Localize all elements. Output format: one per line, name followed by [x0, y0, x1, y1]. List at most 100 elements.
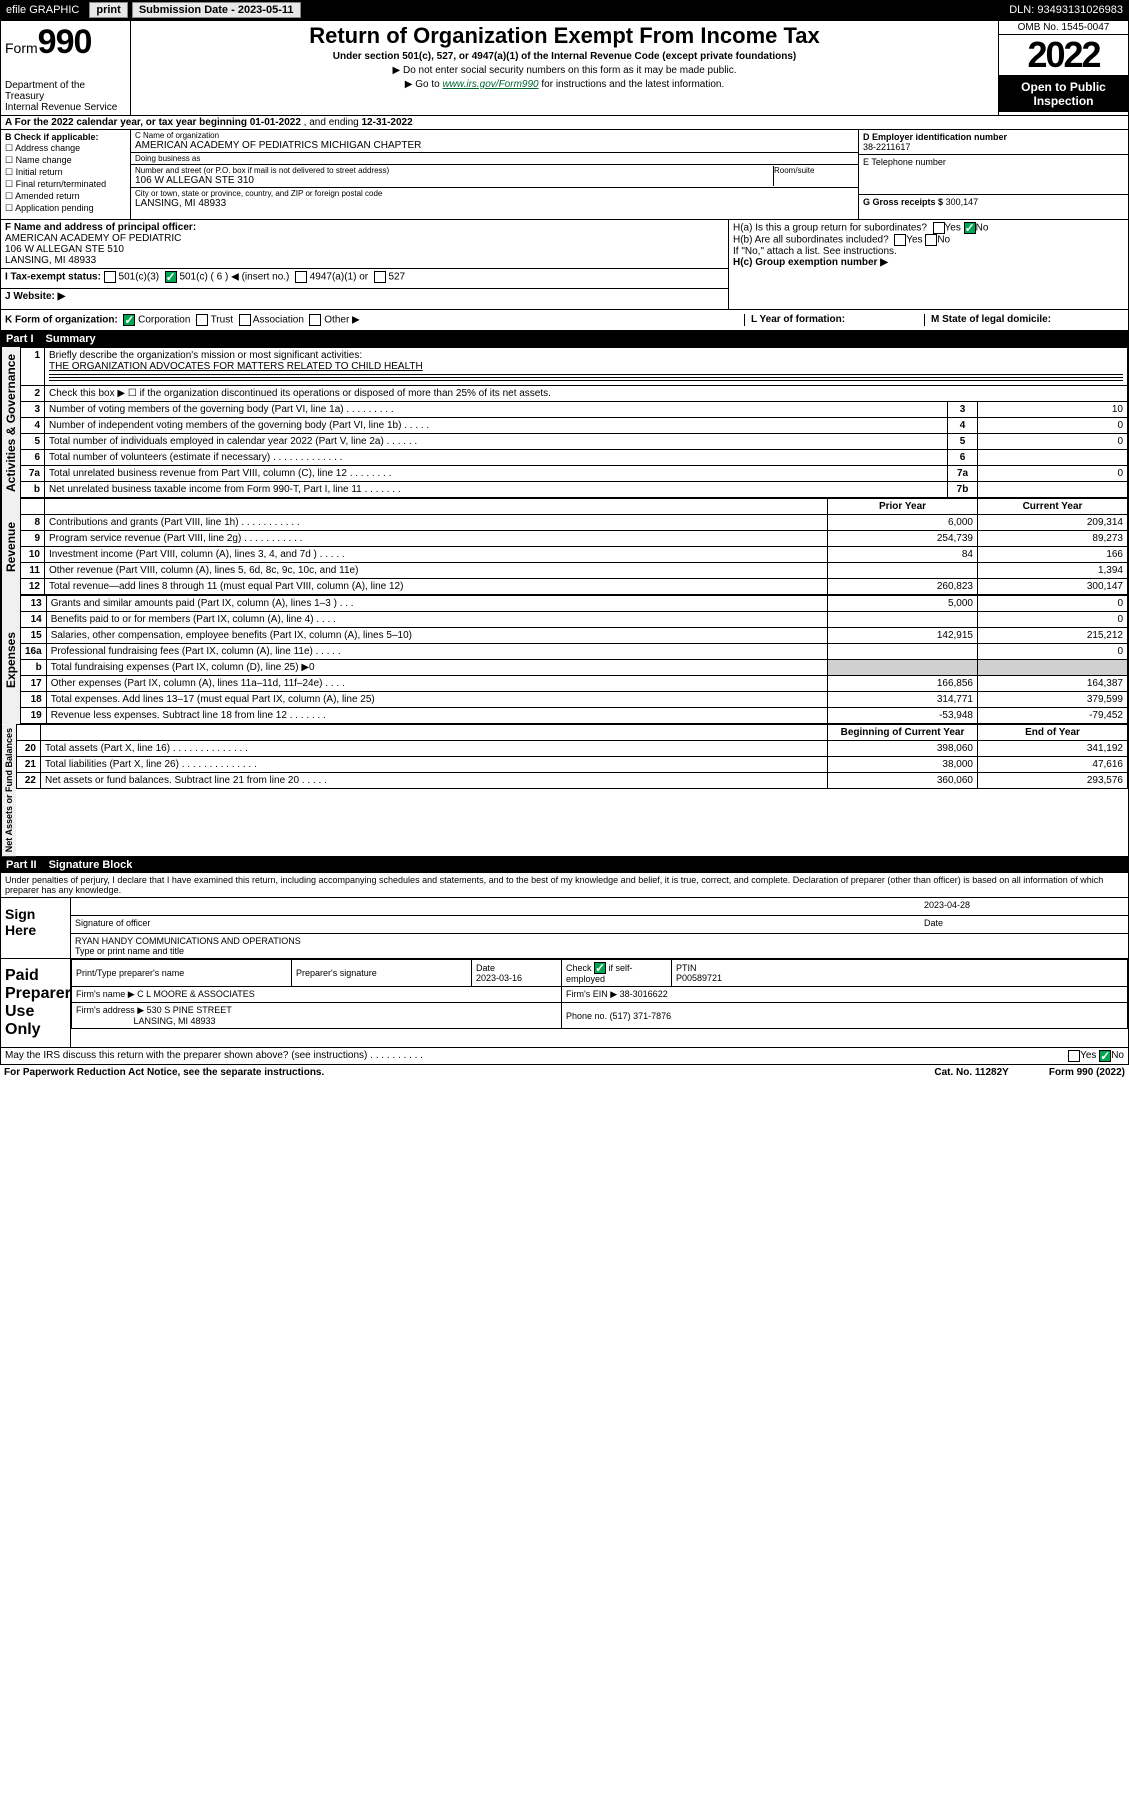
- table-row: 7aTotal unrelated business revenue from …: [21, 466, 1128, 482]
- chk-app-pending[interactable]: ☐ Application pending: [5, 203, 126, 214]
- expenses-label: Expenses: [1, 595, 20, 724]
- table-row: 9Program service revenue (Part VIII, lin…: [21, 531, 1128, 547]
- officer-city: LANSING, MI 48933: [5, 255, 96, 266]
- part2-header: Part II Signature Block: [0, 857, 1129, 873]
- gross-label: G Gross receipts $: [863, 197, 943, 207]
- col-end: End of Year: [978, 725, 1128, 741]
- chk-527[interactable]: [374, 271, 386, 283]
- chk-hb-no[interactable]: [925, 234, 937, 246]
- submission-date-button[interactable]: Submission Date - 2023-05-11: [132, 2, 301, 18]
- prep-date: 2023-03-16: [476, 973, 522, 983]
- prep-date-label: Date: [476, 963, 495, 973]
- part1-body: Activities & Governance 1 Briefly descri…: [0, 347, 1129, 857]
- hc-label: H(c) Group exemption number ▶: [733, 257, 888, 268]
- section-b-label: B Check if applicable:: [5, 132, 99, 142]
- firm-ein: 38-3016622: [620, 989, 668, 999]
- table-row: 12Total revenue—add lines 8 through 11 (…: [21, 579, 1128, 595]
- table-row: 22Net assets or fund balances. Subtract …: [17, 773, 1128, 789]
- chk-discuss-yes[interactable]: [1068, 1050, 1080, 1062]
- q1-value: THE ORGANIZATION ADVOCATES FOR MATTERS R…: [49, 361, 423, 372]
- table-row: 18Total expenses. Add lines 13–17 (must …: [21, 692, 1128, 708]
- revenue-label: Revenue: [1, 498, 20, 595]
- org-name-label: C Name of organization: [135, 131, 854, 140]
- irs-label: Internal Revenue Service: [5, 102, 126, 113]
- irs-link[interactable]: www.irs.gov/Form990: [442, 79, 538, 90]
- chk-discuss-no[interactable]: ✓: [1099, 1050, 1111, 1062]
- table-row: 6Total number of volunteers (estimate if…: [21, 450, 1128, 466]
- ptin-label: PTIN: [676, 963, 697, 973]
- paid-preparer-label: Paid Preparer Use Only: [1, 959, 71, 1047]
- firm-addr1: 530 S PINE STREET: [147, 1005, 232, 1015]
- chk-corporation[interactable]: ✓: [123, 314, 135, 326]
- lower-block: F Name and address of principal officer:…: [0, 220, 1129, 310]
- chk-amended[interactable]: ☐ Amended return: [5, 191, 126, 202]
- table-row: 14Benefits paid to or for members (Part …: [21, 612, 1128, 628]
- sig-date-label: Date: [924, 918, 1124, 931]
- chk-ha-no[interactable]: ✓: [964, 222, 976, 234]
- firm-ein-label: Firm's EIN ▶: [566, 989, 617, 999]
- dln-label: DLN: 93493131026983: [1003, 4, 1129, 16]
- prep-name-label: Print/Type preparer's name: [72, 960, 292, 987]
- chk-address-change[interactable]: ☐ Address change: [5, 143, 126, 154]
- firm-name: C L MOORE & ASSOCIATES: [137, 989, 255, 999]
- governance-table: 1 Briefly describe the organization's mi…: [20, 347, 1128, 498]
- chk-501c3[interactable]: [104, 271, 116, 283]
- section-h: H(a) Is this a group return for subordin…: [729, 220, 1128, 270]
- col-current: Current Year: [978, 499, 1128, 515]
- goto-note: ▶ Go to www.irs.gov/Form990 for instruct…: [135, 79, 994, 90]
- q2-label: Check this box ▶ ☐ if the organization d…: [45, 386, 1128, 402]
- q1-label: Briefly describe the organization's miss…: [49, 350, 362, 361]
- dba-label: Doing business as: [135, 154, 854, 163]
- chk-4947[interactable]: [295, 271, 307, 283]
- table-row: 8Contributions and grants (Part VIII, li…: [21, 515, 1128, 531]
- section-c: C Name of organization AMERICAN ACADEMY …: [131, 130, 858, 219]
- chk-association[interactable]: [239, 314, 251, 326]
- table-row: 15Salaries, other compensation, employee…: [21, 628, 1128, 644]
- section-f: F Name and address of principal officer:…: [1, 220, 728, 269]
- pra-notice: For Paperwork Reduction Act Notice, see …: [4, 1067, 324, 1078]
- dept-treasury: Department of the Treasury: [5, 80, 126, 102]
- firm-phone: (517) 371-7876: [610, 1011, 672, 1021]
- net-assets-table: Beginning of Current YearEnd of Year 20T…: [16, 724, 1128, 789]
- cat-no: Cat. No. 11282Y: [934, 1067, 1008, 1078]
- table-row: 5Total number of individuals employed in…: [21, 434, 1128, 450]
- ein-label: D Employer identification number: [863, 132, 1007, 142]
- chk-hb-yes[interactable]: [894, 234, 906, 246]
- officer-printed-name: RYAN HANDY COMMUNICATIONS AND OPERATIONS: [75, 936, 301, 946]
- table-row: 13Grants and similar amounts paid (Part …: [21, 596, 1128, 612]
- chk-name-change[interactable]: ☐ Name change: [5, 155, 126, 166]
- part1-num: Part I: [6, 333, 34, 345]
- city-value: LANSING, MI 48933: [135, 198, 854, 209]
- part2-num: Part II: [6, 859, 37, 871]
- chk-initial-return[interactable]: ☐ Initial return: [5, 167, 126, 178]
- part1-header: Part I Summary: [0, 331, 1129, 347]
- table-row: 21Total liabilities (Part X, line 26) . …: [17, 757, 1128, 773]
- table-row: 3Number of voting members of the governi…: [21, 402, 1128, 418]
- table-row: 20Total assets (Part X, line 16) . . . .…: [17, 741, 1128, 757]
- officer-label: F Name and address of principal officer:: [5, 222, 196, 233]
- gross-value: 300,147: [946, 197, 979, 207]
- room-label: Room/suite: [774, 166, 854, 175]
- firm-addr-label: Firm's address ▶: [76, 1005, 144, 1015]
- chk-other[interactable]: [309, 314, 321, 326]
- chk-trust[interactable]: [196, 314, 208, 326]
- city-label: City or town, state or province, country…: [135, 189, 854, 198]
- tax-year-begin: 01-01-2022: [250, 117, 301, 128]
- print-button[interactable]: print: [89, 2, 127, 18]
- section-j: J Website: ▶: [1, 289, 728, 309]
- hb-note: If "No," attach a list. See instructions…: [733, 246, 897, 257]
- website-label: J Website: ▶: [5, 291, 65, 302]
- form-990: 990: [38, 23, 92, 61]
- officer-name: AMERICAN ACADEMY OF PEDIATRIC: [5, 233, 181, 244]
- signature-block: Under penalties of perjury, I declare th…: [0, 873, 1129, 1048]
- table-row: 4Number of independent voting members of…: [21, 418, 1128, 434]
- form-org-label: K Form of organization:: [5, 315, 118, 326]
- form-word: Form: [5, 40, 38, 56]
- street-value: 106 W ALLEGAN STE 310: [135, 175, 773, 186]
- chk-final-return[interactable]: ☐ Final return/terminated: [5, 179, 126, 190]
- self-employed-check[interactable]: Check ✓ if self-employed: [566, 963, 633, 985]
- chk-501c[interactable]: ✓: [165, 271, 177, 283]
- chk-ha-yes[interactable]: [933, 222, 945, 234]
- ptin-value: P00589721: [676, 973, 722, 983]
- org-name: AMERICAN ACADEMY OF PEDIATRICS MICHIGAN …: [135, 140, 854, 151]
